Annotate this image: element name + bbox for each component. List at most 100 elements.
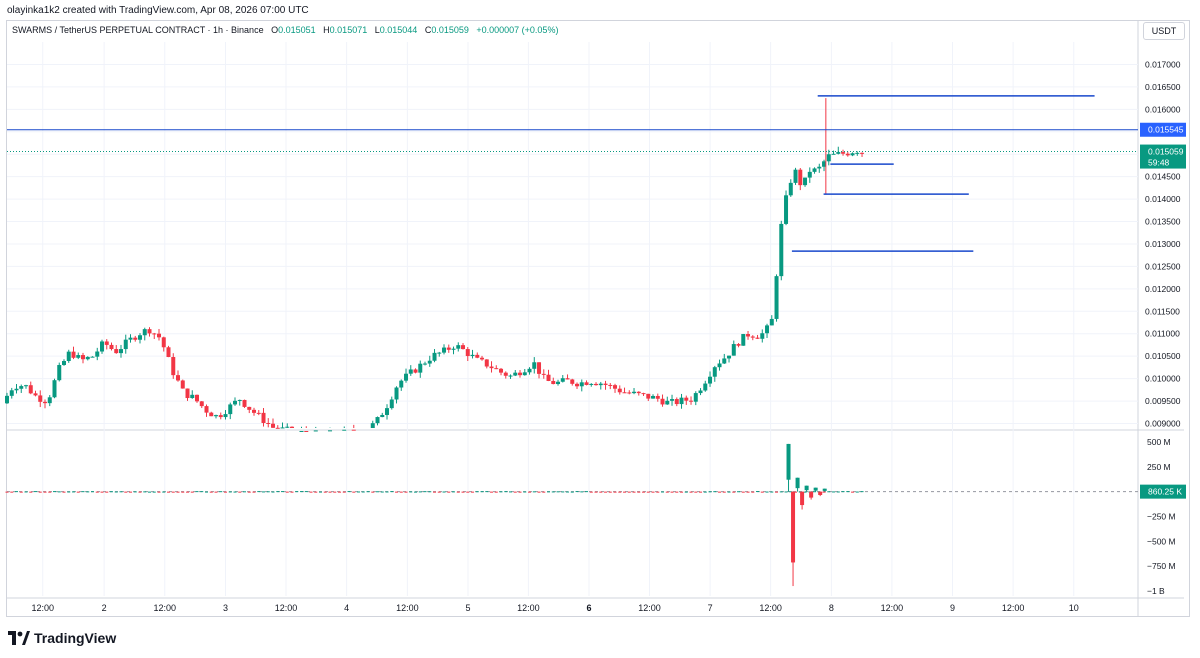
candle-body	[769, 318, 774, 326]
candle-body	[394, 387, 399, 400]
candle-body	[798, 169, 803, 186]
candle-body	[285, 426, 290, 428]
candle-body	[119, 349, 124, 354]
candle-body	[446, 347, 451, 350]
volume-bar	[138, 491, 142, 493]
volume-bar	[466, 491, 470, 493]
volume-bar	[528, 491, 532, 493]
candle-body	[114, 349, 119, 354]
volume-bar	[547, 491, 551, 493]
volume-bar	[404, 491, 408, 493]
candle-body	[432, 352, 437, 361]
volume-bar	[214, 491, 218, 493]
volume-bar	[295, 491, 299, 493]
candle-body	[613, 385, 618, 389]
volume-bar	[613, 491, 617, 493]
time-tick-label: 7	[708, 603, 713, 613]
volume-bar	[167, 491, 171, 493]
volume-bar	[656, 491, 660, 493]
candle-body	[807, 171, 812, 178]
volume-bar	[247, 491, 251, 493]
volume-bar	[627, 491, 631, 493]
candle-body	[698, 390, 703, 394]
volume-bar	[143, 491, 147, 493]
volume-bar	[770, 491, 774, 493]
candle-body	[271, 423, 276, 428]
candle-body	[242, 399, 247, 407]
time-tick-label: 12:00	[1002, 603, 1025, 613]
volume-last-label: 860.25 K	[1148, 487, 1182, 497]
candle-body	[142, 329, 147, 336]
volume-bar	[309, 491, 313, 493]
volume-bar	[190, 491, 194, 493]
candle-body	[109, 344, 114, 350]
candle-body	[632, 391, 637, 394]
volume-bar	[836, 491, 840, 493]
candle-body	[389, 399, 394, 409]
volume-bar	[632, 491, 636, 493]
volume-bar	[851, 491, 855, 493]
candle-body	[76, 355, 81, 358]
volume-bar	[708, 491, 712, 493]
candle-body	[52, 380, 57, 398]
volume-bar	[205, 491, 209, 493]
volume-bar	[395, 491, 399, 493]
volume-spike-bar	[791, 491, 796, 563]
volume-bar	[323, 491, 327, 493]
volume-bar	[518, 491, 522, 493]
volume-bar	[209, 491, 213, 493]
volume-bar	[195, 491, 199, 493]
symbol-legend: SWARMS / TetherUS PERPETUAL CONTRACT · 1…	[12, 25, 558, 35]
volume-bar	[233, 491, 237, 493]
candle-body	[565, 378, 570, 380]
volume-bar	[276, 491, 280, 493]
volume-bar	[499, 491, 503, 493]
candle-body	[95, 351, 100, 357]
volume-bar	[119, 491, 123, 493]
candle-body	[223, 414, 228, 418]
volume-bar	[599, 491, 603, 493]
volume-bar	[775, 491, 779, 493]
candle-body	[674, 399, 679, 405]
volume-bar	[81, 491, 85, 493]
candle-body	[33, 393, 38, 396]
candle-body	[641, 393, 646, 395]
volume-bar	[124, 491, 128, 493]
volume-bar	[72, 491, 76, 493]
volume-spike-bar	[795, 477, 800, 489]
volume-bar	[718, 491, 722, 493]
candle-body	[665, 400, 670, 405]
candle-body	[147, 329, 152, 334]
volume-bar	[67, 491, 71, 493]
volume-bar	[371, 491, 375, 493]
volume-bar	[238, 491, 242, 493]
time-tick-label: 6	[587, 603, 592, 613]
candle-body	[237, 399, 242, 401]
candle-body	[836, 152, 841, 154]
close-label: C	[424, 25, 432, 35]
volume-bar	[105, 491, 109, 493]
volume-bar	[43, 491, 47, 493]
volume-bar	[594, 491, 598, 493]
candle-body	[841, 152, 846, 154]
candle-body	[503, 372, 508, 376]
candle-body	[328, 430, 333, 432]
volume-bar	[855, 491, 859, 493]
currency-button[interactable]: USDT	[1143, 22, 1185, 40]
volume-bar	[480, 491, 484, 493]
volume-bar	[380, 491, 384, 493]
time-tick-label: 5	[465, 603, 470, 613]
candle-body	[708, 376, 713, 384]
candle-body	[546, 374, 551, 381]
volume-bar	[727, 491, 731, 493]
price-tick-label: 0.011000	[1145, 329, 1180, 339]
volume-bar	[266, 491, 270, 493]
volume-spike-bar	[818, 491, 823, 495]
candle-body	[660, 398, 665, 405]
candle-body	[793, 169, 798, 183]
candle-body	[24, 385, 29, 387]
candle-body	[741, 334, 746, 346]
time-tick-label: 10	[1069, 603, 1079, 613]
current-price-tag	[1140, 144, 1186, 169]
